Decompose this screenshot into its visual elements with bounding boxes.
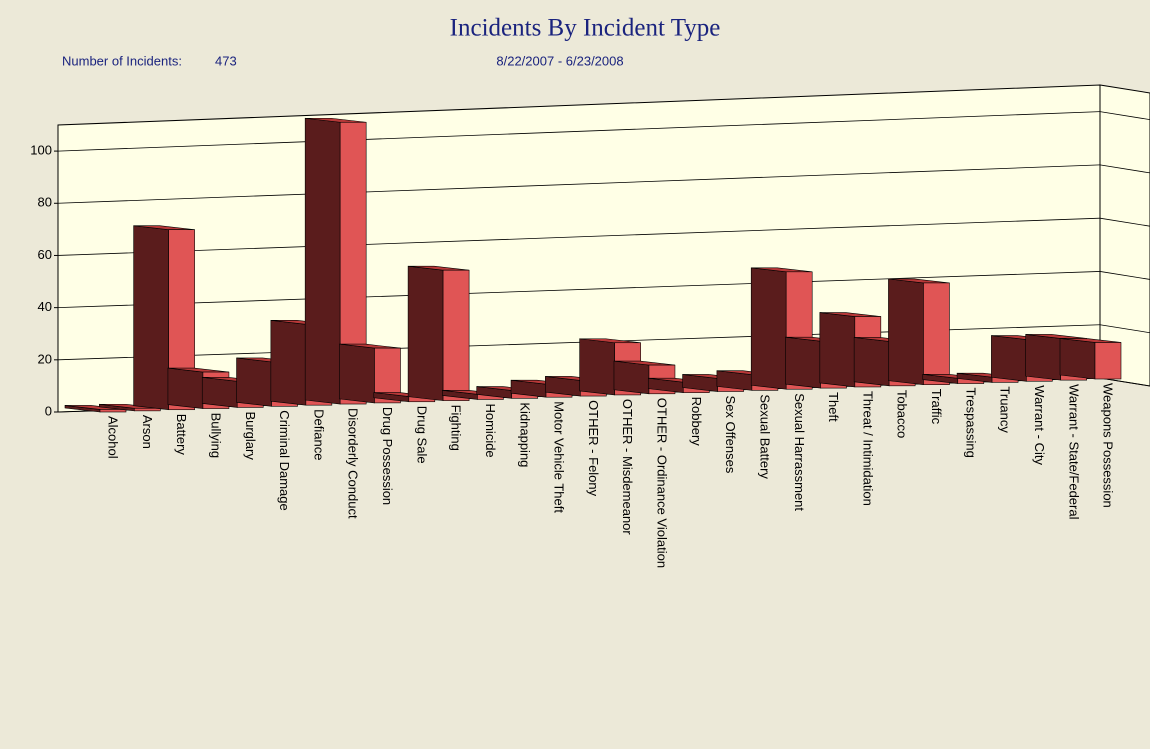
bar-side [133, 225, 169, 411]
bar-side [407, 265, 444, 401]
bar [99, 409, 127, 413]
bar-side [201, 377, 238, 408]
x-tick-label: OTHER - Felony [586, 400, 601, 497]
x-tick-label: Arson [140, 415, 155, 449]
x-tick-label: Warrant - State/Federal [1066, 384, 1081, 519]
x-tick-label: Kidnapping [517, 402, 532, 467]
bar [134, 407, 161, 412]
x-tick-label: Truancy [998, 386, 1013, 433]
grid-line [1099, 377, 1150, 387]
bar-side [888, 278, 924, 386]
bar-side [270, 319, 307, 406]
x-tick-label: Weapons Possession [1101, 383, 1116, 508]
y-tick-label: 0 [45, 403, 52, 418]
x-tick-label: Bullying [208, 413, 223, 459]
x-tick-label: Threat / Intimidation [860, 391, 875, 506]
bar-side [579, 338, 615, 396]
date-range: 8/22/2007 - 6/23/2008 [496, 53, 623, 68]
bar-side [853, 337, 890, 387]
grid-line [1099, 324, 1150, 334]
x-tick-label: Drug Sale [414, 406, 429, 464]
bar-side [167, 367, 204, 409]
count-value: 473 [215, 53, 237, 68]
x-tick-label: Burglary [243, 411, 258, 460]
x-tick-label: OTHER - Ordinance Violation [655, 398, 670, 568]
x-tick-label: Disorderly Conduct [346, 408, 361, 519]
bar [442, 269, 470, 401]
x-tick-label: Trespassing [963, 388, 978, 458]
grid-line [1099, 164, 1150, 174]
grid-line [57, 111, 1101, 152]
grid-line [1099, 271, 1150, 280]
x-tick-label: Traffic [929, 389, 944, 425]
grid-line [57, 164, 1101, 204]
bar-side [785, 336, 821, 389]
x-tick-label: Tobacco [895, 390, 910, 438]
bar-side [991, 335, 1027, 382]
x-tick-label: Criminal Damage [277, 410, 292, 510]
x-tick-label: Theft [826, 392, 841, 422]
x-tick-label: Fighting [449, 405, 464, 451]
y-tick-label: 20 [38, 351, 52, 366]
grid-line [1099, 111, 1150, 121]
bar-side [236, 357, 272, 407]
x-tick-label: Battery [174, 414, 189, 456]
x-tick-label: Alcohol [106, 416, 121, 459]
x-tick-label: Drug Possession [380, 407, 395, 505]
y-tick-label: 60 [38, 247, 52, 262]
bar [923, 282, 950, 385]
bar-side [1059, 338, 1096, 380]
bar [1094, 342, 1122, 380]
grid-line [1099, 217, 1150, 227]
bar-side [1025, 334, 1061, 381]
y-tick-label: 40 [38, 299, 52, 314]
bar-side [819, 312, 856, 388]
x-tick-label: Homicide [483, 403, 498, 457]
x-tick-label: Sexual Battery [757, 394, 772, 479]
x-tick-label: Warrant - City [1032, 385, 1047, 465]
bar-side [750, 267, 787, 390]
x-tick-label: Motor Vehicle Theft [552, 401, 567, 513]
count-label: Number of Incidents: [62, 53, 182, 68]
x-tick-label: Robbery [689, 397, 704, 447]
bar-side [613, 360, 650, 395]
grid-line [57, 217, 1101, 256]
y-tick-label: 80 [38, 195, 52, 210]
chart-title: Incidents By Incident Type [450, 15, 721, 42]
x-tick-label: Sex Offenses [723, 396, 738, 474]
x-tick-label: Defiance [311, 409, 326, 460]
x-tick-label: OTHER - Misdemeanor [620, 399, 635, 535]
y-tick-label: 100 [30, 143, 52, 158]
bar-side [339, 343, 375, 404]
x-tick-label: Sexual Harrassment [792, 393, 807, 511]
grid-line [57, 271, 1101, 309]
bar-side [304, 117, 341, 405]
